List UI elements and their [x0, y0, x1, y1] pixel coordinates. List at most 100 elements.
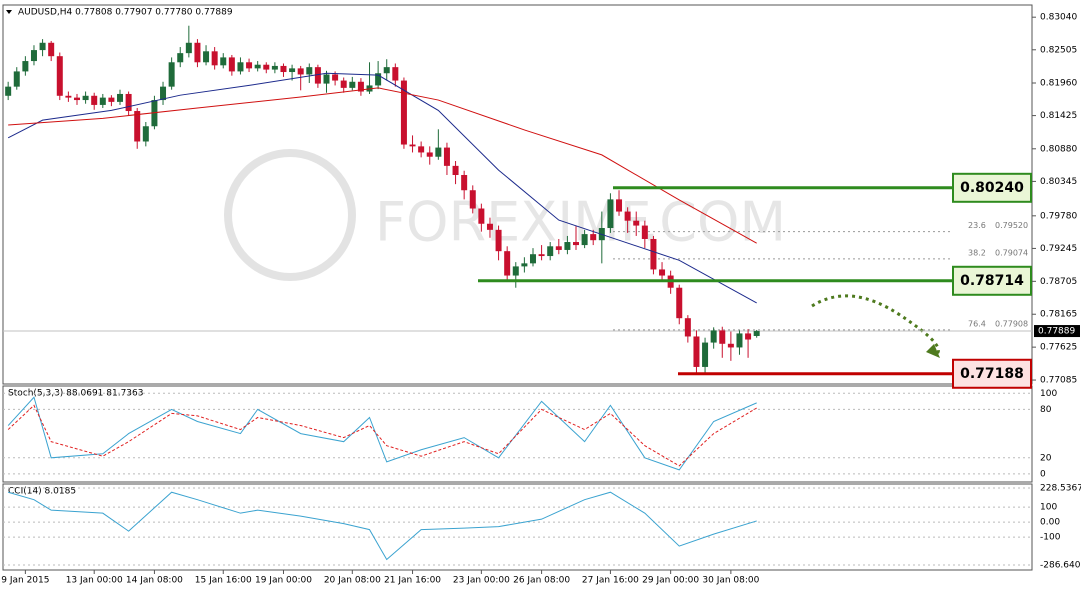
- candle-body: [177, 53, 184, 63]
- candle-body: [117, 93, 124, 102]
- candle-body: [564, 242, 571, 250]
- candle-body: [349, 81, 356, 88]
- level-box: [952, 172, 1032, 203]
- candle-body: [676, 287, 683, 319]
- cci-tick-label: 100: [1040, 503, 1057, 513]
- candle-body: [659, 269, 666, 276]
- fibo-level: 23.6: [968, 221, 986, 230]
- candle-body: [237, 62, 244, 72]
- candle-body: [702, 342, 709, 367]
- cci-line: [8, 491, 757, 561]
- candle-body: [142, 126, 149, 142]
- candle-body: [82, 95, 89, 101]
- y-tick-label: 0.81425: [1040, 111, 1077, 121]
- fibo-price: 0.79520: [995, 221, 1028, 230]
- candle-body: [745, 333, 752, 340]
- x-tick-label: 15 Jan 16:00: [195, 576, 252, 586]
- candle-body: [30, 50, 37, 62]
- menu-arrow: [6, 10, 12, 14]
- candle-body: [573, 242, 580, 246]
- watermark-logo: [224, 149, 356, 281]
- fibo-level: 76.4: [968, 319, 986, 328]
- candle-body: [392, 67, 399, 81]
- candle-body: [220, 57, 227, 66]
- candle-body: [48, 42, 55, 57]
- y-tick-label: 0.81960: [1040, 78, 1077, 88]
- x-tick-label: 20 Jan 08:00: [324, 576, 381, 586]
- candle-body: [203, 51, 210, 63]
- candle-body: [383, 67, 390, 74]
- candle-body: [512, 266, 519, 276]
- level-label: 0.80240: [960, 180, 1024, 196]
- candle-body: [469, 190, 476, 209]
- forecast-arrow: [811, 294, 940, 357]
- candle-body: [91, 95, 98, 105]
- candle-body: [73, 97, 80, 101]
- x-tick-label: 14 Jan 08:00: [126, 576, 183, 586]
- moving-average: [7, 72, 757, 304]
- candle-body: [521, 263, 528, 267]
- candle-body: [271, 65, 278, 70]
- candle-body: [727, 343, 734, 348]
- candle-body: [168, 62, 175, 87]
- candle-body: [332, 74, 339, 81]
- cci-tick-label: -286.6403: [1040, 561, 1081, 571]
- candle-body: [194, 42, 201, 63]
- candle-body: [160, 86, 167, 101]
- candle-body: [314, 67, 321, 84]
- level-box: [952, 265, 1032, 296]
- last-price-label: 0.77889: [1038, 327, 1075, 337]
- x-tick-label: 23 Jan 00:00: [453, 576, 510, 586]
- y-tick-label: 0.77085: [1040, 376, 1077, 386]
- candle-body: [486, 223, 493, 230]
- x-tick-label: 13 Jan 00:00: [66, 576, 123, 586]
- candle-body: [22, 61, 29, 72]
- candle-body: [254, 64, 261, 69]
- candle-body: [5, 86, 12, 96]
- last-price-box: [1034, 325, 1080, 338]
- candle-body: [56, 56, 63, 96]
- candle-body: [616, 199, 623, 212]
- candle-body: [134, 111, 141, 142]
- candle-body: [65, 95, 72, 98]
- x-tick-label: 26 Jan 08:00: [513, 576, 570, 586]
- y-tick-label: 0.78705: [1040, 277, 1077, 287]
- stoch-title: Stoch(5,3,3) 88.0691 81.7363: [8, 389, 143, 399]
- candle-body: [719, 330, 726, 344]
- y-tick-label: 0.77625: [1040, 343, 1077, 353]
- candle-body: [504, 251, 511, 276]
- candle-body: [607, 199, 614, 229]
- candle-body: [426, 152, 433, 157]
- candle-body: [684, 318, 691, 337]
- candle-body: [633, 220, 640, 226]
- x-tick-label: 21 Jan 16:00: [384, 576, 441, 586]
- x-tick-label: 9 Jan 2015: [1, 576, 49, 586]
- level-box: [952, 358, 1032, 389]
- candle-body: [39, 42, 46, 51]
- candle-body: [495, 229, 502, 252]
- candle-body: [581, 234, 588, 246]
- fibo-level: 38.2: [968, 248, 986, 257]
- cci-tick-label: 0.00: [1040, 518, 1060, 528]
- candle-body: [710, 330, 717, 343]
- candle-body: [555, 246, 562, 250]
- candle-body: [280, 65, 287, 73]
- cci-title: CCI(14) 8.0185: [8, 487, 76, 497]
- candle-body: [409, 144, 416, 147]
- fibo-price: 0.77908: [995, 319, 1028, 328]
- level-label: 0.77188: [960, 366, 1024, 382]
- candle-body: [228, 57, 235, 72]
- candle-body: [375, 73, 382, 86]
- x-tick-label: 29 Jan 00:00: [642, 576, 699, 586]
- candle-body: [538, 254, 545, 257]
- stoch-tick-label: 0: [1040, 469, 1046, 479]
- candle-body: [125, 93, 132, 112]
- candle-body: [289, 68, 296, 73]
- candle-body: [753, 331, 760, 336]
- y-tick-label: 0.83040: [1040, 13, 1077, 23]
- candle-body: [478, 208, 485, 224]
- candle-body: [529, 254, 536, 264]
- candle-body: [400, 80, 407, 145]
- y-tick-label: 0.80880: [1040, 144, 1077, 154]
- y-tick-label: 0.82505: [1040, 45, 1077, 55]
